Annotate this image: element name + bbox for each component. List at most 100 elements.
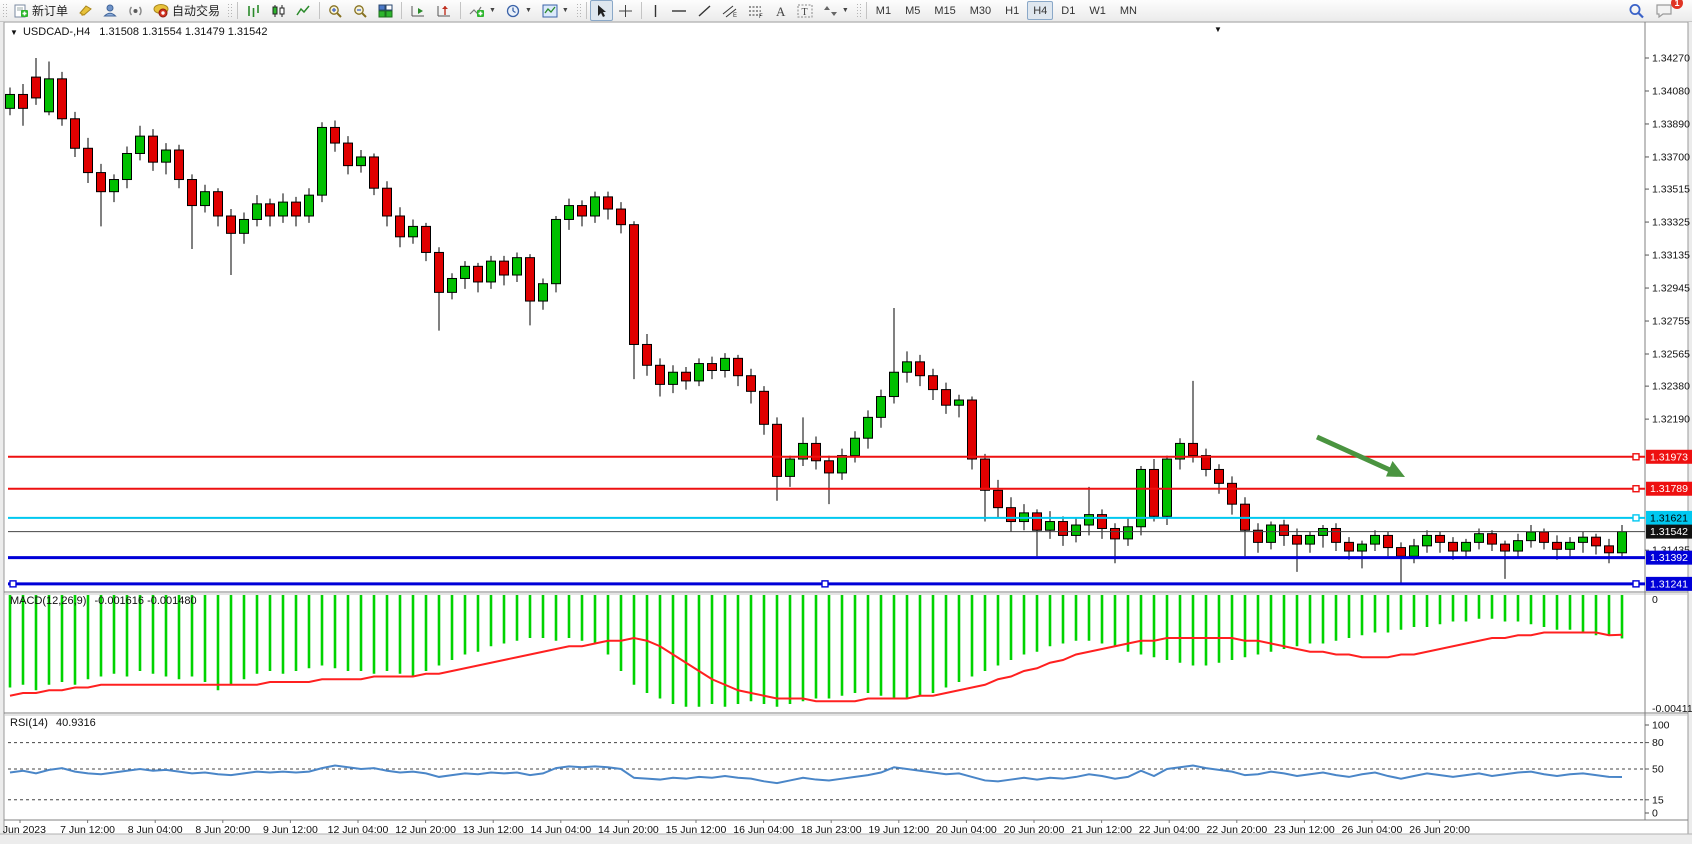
line-handle[interactable] bbox=[821, 580, 829, 588]
candle-bullish bbox=[447, 277, 457, 293]
candle-bullish bbox=[564, 205, 574, 220]
crosshair-tool-button[interactable] bbox=[613, 0, 638, 21]
periods-button[interactable]: ▼ bbox=[501, 0, 537, 21]
cursor-icon bbox=[597, 4, 606, 17]
chart-ohlc-values: 1.31508 1.31554 1.31479 1.31542 bbox=[99, 26, 268, 38]
candle-bullish bbox=[278, 201, 288, 217]
bar-chart-button[interactable] bbox=[241, 0, 266, 21]
trendline-tool-button[interactable] bbox=[692, 0, 717, 21]
timeframe-button-m1[interactable]: M1 bbox=[875, 4, 892, 17]
toolbar-separator bbox=[640, 2, 642, 19]
price-axis-tick-label: 1.33515 bbox=[1652, 184, 1690, 196]
chart-window bbox=[3, 21, 1689, 835]
candle-bullish bbox=[1071, 524, 1081, 536]
candle-bearish bbox=[291, 201, 301, 217]
indicators-button[interactable]: ▼ bbox=[464, 0, 501, 21]
text-label-tool-button[interactable]: T bbox=[792, 0, 818, 21]
candle-bearish bbox=[1604, 545, 1614, 554]
candle-bearish bbox=[1227, 482, 1237, 505]
toolbar-grip[interactable] bbox=[2, 2, 7, 19]
zoom-out-button[interactable] bbox=[348, 0, 373, 21]
toolbar-grip[interactable] bbox=[855, 2, 861, 19]
candle-bullish bbox=[1461, 541, 1471, 552]
toolbar-separator bbox=[865, 2, 867, 19]
toolbar-grip[interactable] bbox=[575, 2, 581, 19]
chart-shift-button[interactable] bbox=[431, 0, 457, 21]
search-button[interactable] bbox=[1623, 0, 1650, 21]
line-handle[interactable] bbox=[1632, 514, 1640, 522]
candle-bullish bbox=[1136, 468, 1146, 528]
time-axis-label: 8 Jun 20:00 bbox=[195, 824, 250, 836]
line-chart-button[interactable] bbox=[291, 0, 316, 21]
toolbar-grip[interactable] bbox=[227, 2, 233, 19]
chevron-down-icon: ▼ bbox=[561, 7, 569, 14]
timeframe-button-m5[interactable]: M5 bbox=[905, 4, 921, 17]
timeframe-button-mn[interactable]: MN bbox=[1119, 4, 1137, 17]
signals-button[interactable] bbox=[123, 0, 148, 21]
chat-bubble-icon bbox=[1656, 4, 1672, 18]
timeframe-button-h1[interactable]: H1 bbox=[1005, 4, 1020, 17]
cursor-tool-button[interactable] bbox=[589, 0, 613, 21]
new-order-button[interactable]: 新订单 bbox=[9, 0, 73, 21]
annotation-arrow-head[interactable] bbox=[1386, 461, 1405, 477]
price-axis-tick-label: 1.33700 bbox=[1652, 151, 1690, 163]
autotrading-label: 自动交易 bbox=[172, 4, 221, 18]
line-handle[interactable] bbox=[1632, 453, 1640, 461]
timeframe-button-h4[interactable]: H4 bbox=[1027, 1, 1054, 20]
candle-bearish bbox=[1032, 512, 1042, 531]
time-axis-label: 8 Jun 04:00 bbox=[128, 824, 183, 836]
candle-bullish bbox=[850, 437, 860, 457]
chat-button[interactable]: 1 bbox=[1650, 0, 1683, 21]
fibonacci-tool-button[interactable]: F bbox=[743, 0, 769, 21]
time-axis-label: 19 Jun 12:00 bbox=[868, 824, 929, 836]
templates-button[interactable]: ▼ bbox=[537, 0, 574, 21]
rsi-label-row: RSI(14) 40.9316 bbox=[10, 717, 96, 729]
price-axis-tick-label: 1.34270 bbox=[1652, 53, 1690, 65]
timeframe-button-w1[interactable]: W1 bbox=[1089, 4, 1106, 17]
time-axis-label: 16 Jun 04:00 bbox=[733, 824, 794, 836]
annotation-arrow[interactable] bbox=[1315, 434, 1392, 473]
line-handle[interactable] bbox=[9, 580, 17, 588]
vertical-line-tool-button[interactable] bbox=[645, 0, 666, 21]
zoom-out-icon bbox=[354, 4, 367, 18]
candle-bearish bbox=[1331, 527, 1341, 543]
timeframe-button-m30[interactable]: M30 bbox=[969, 4, 992, 17]
candlestick-chart-button[interactable] bbox=[266, 0, 291, 21]
autotrading-icon bbox=[153, 3, 169, 17]
timeframe-button-m15[interactable]: M15 bbox=[934, 4, 956, 17]
line-handle[interactable] bbox=[1632, 485, 1640, 493]
timeframe-button-d1[interactable]: D1 bbox=[1061, 4, 1076, 17]
candle-bullish bbox=[122, 152, 132, 181]
candle-bearish bbox=[1552, 541, 1562, 550]
styles-button[interactable] bbox=[73, 0, 98, 21]
arrows-tool-button[interactable]: ▼ bbox=[818, 0, 854, 21]
price-axis-tick-label: 1.34080 bbox=[1652, 85, 1690, 97]
line-handle[interactable] bbox=[1632, 580, 1640, 588]
candle-bearish bbox=[1214, 468, 1224, 484]
crosshair-icon bbox=[618, 4, 632, 17]
tile-windows-button[interactable] bbox=[373, 0, 398, 21]
candle-bearish bbox=[1435, 534, 1445, 543]
candle-bullish bbox=[304, 194, 314, 217]
profile-button[interactable] bbox=[98, 0, 123, 21]
chart-title: ▼ USDCAD-,H4 1.31508 1.31554 1.31479 1.3… bbox=[10, 26, 268, 38]
equidistant-channel-tool-button[interactable]: E bbox=[717, 0, 743, 21]
candle-bearish bbox=[1201, 455, 1211, 470]
candle-bearish bbox=[772, 423, 782, 477]
text-tool-button[interactable]: A bbox=[769, 0, 792, 21]
autotrading-button[interactable]: 自动交易 bbox=[148, 0, 225, 21]
candle-bullish bbox=[863, 416, 873, 439]
brush-icon bbox=[79, 5, 92, 16]
candle-bullish bbox=[785, 458, 795, 477]
candle-bearish bbox=[1279, 524, 1289, 536]
zoom-in-button[interactable] bbox=[323, 0, 348, 21]
candle-bullish bbox=[1175, 442, 1185, 460]
price-tag-label: 1.31542 bbox=[1650, 526, 1688, 538]
horizontal-line-tool-button[interactable] bbox=[666, 0, 692, 21]
autoscroll-button[interactable] bbox=[405, 0, 431, 21]
time-axis-label: 15 Jun 12:00 bbox=[666, 824, 727, 836]
candle-bullish bbox=[1370, 534, 1380, 545]
collapse-triangle-icon[interactable]: ▼ bbox=[10, 28, 18, 37]
candle-bullish bbox=[5, 93, 15, 109]
